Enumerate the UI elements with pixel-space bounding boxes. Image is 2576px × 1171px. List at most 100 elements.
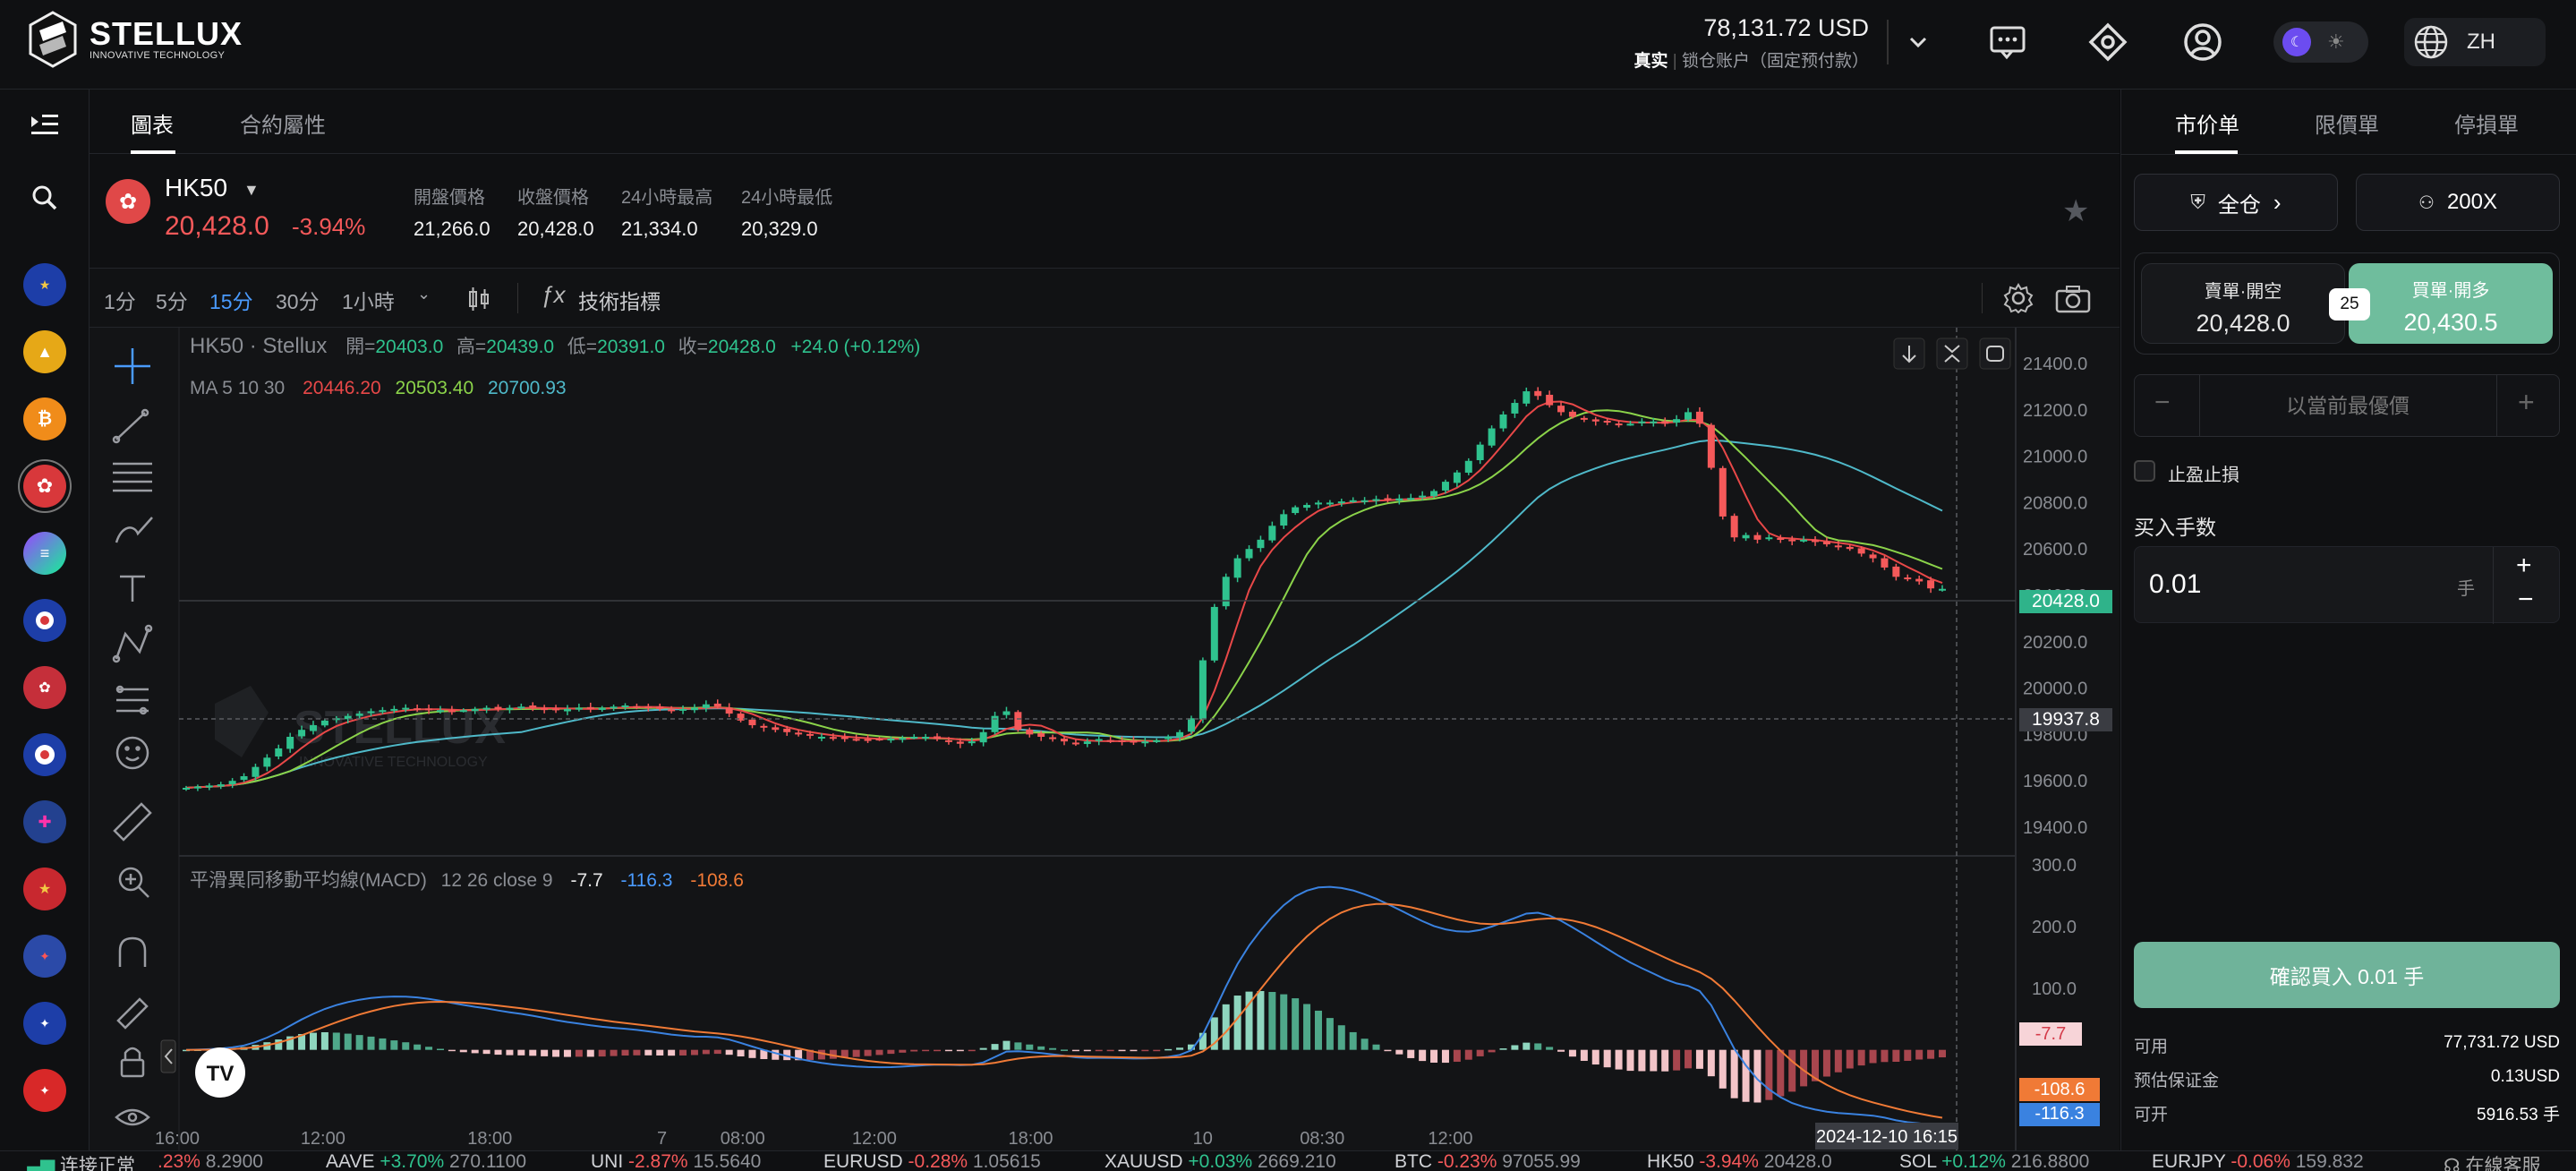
price-minus-button[interactable]: − [2154,388,2171,417]
qty-plus-button[interactable]: + [2516,551,2532,580]
timeframe-5m[interactable]: 5分 [156,290,188,313]
coin-cadjpy[interactable]: ✦ [23,1069,66,1112]
crosshair-tool-icon[interactable] [115,348,150,384]
price-chart[interactable]: STELLUX INNOVATIVE TECHNOLOGY 21400.0 212… [90,328,2120,1151]
ticker-item[interactable]: AAVE +3.70% 270.1100 [326,1151,526,1171]
ticker-item[interactable]: EURUSD -0.28% 1.05615 [823,1151,1041,1171]
tradingview-logo[interactable]: TV [195,1047,245,1098]
ruler-tool-icon[interactable] [113,802,152,842]
theme-toggle[interactable]: ☾ ☀ [2273,21,2368,63]
candle-body [205,785,213,788]
support-icon[interactable] [2086,20,2130,64]
sell-button[interactable]: 賣單·開空 20,428.0 [2141,263,2345,344]
indicators-button[interactable]: 技術指標 [578,290,661,313]
coin-hk50[interactable]: ✿ [23,465,66,508]
chevron-down-icon[interactable] [1896,20,1941,64]
confirm-buy-button[interactable]: 確認買入 0.01 手 [2134,942,2560,1008]
brand-logo[interactable]: STELLUX INNOVATIVE TECHNOLOGY [27,11,243,68]
candle-body [506,707,514,710]
magnet-tool-icon[interactable] [118,936,147,967]
chart-fullscreen-icon[interactable] [1979,338,2011,370]
prediction-tool-icon[interactable] [115,685,149,715]
favorite-star-icon[interactable]: ★ [2062,194,2090,228]
ticker-item[interactable]: HK50 -3.94% 20428.0 [1647,1151,1832,1171]
message-icon[interactable] [1985,20,2030,64]
price-input[interactable] [2206,386,2489,425]
candle-body [795,732,803,735]
qty-input[interactable] [2149,567,2328,603]
trendline-tool-icon[interactable] [112,408,149,444]
coin-btc[interactable]: ₿ [23,397,66,440]
lock-tool-icon[interactable] [120,1047,145,1078]
candle-body [1580,417,1588,420]
tab-stop-order[interactable]: 停損單 [2454,114,2519,138]
time-axis[interactable]: 16:00 12:00 18:00 7 08:00 12:00 18:00 10 08:30 12… [155,1129,1473,1149]
leverage-button[interactable]: ⚇ 200X [2356,174,2560,231]
pattern-tool-icon[interactable] [112,624,153,663]
macd-bar [1049,1047,1057,1050]
ticker-item[interactable]: BTC -0.23% 97055.99 [1395,1151,1581,1171]
coin-audusd[interactable]: ✦ [23,1002,66,1045]
collapse-icon[interactable] [22,102,67,147]
online-support-button[interactable]: ☊ 在線客服 [2444,1151,2541,1171]
coin-gbpusd[interactable]: ✚ [23,800,66,843]
tab-market-order[interactable]: 市价单 [2175,114,2239,138]
emoji-tool-icon[interactable] [115,736,149,770]
timeframe-more-icon[interactable]: ⌄ [417,285,431,303]
coin-usdhkd[interactable]: ✿ [23,666,66,709]
timeframe-1m[interactable]: 1分 [104,290,136,313]
coin-usdjpy[interactable] [23,599,66,642]
user-icon[interactable] [2180,20,2225,64]
search-icon[interactable] [22,175,67,220]
timeframe-15m[interactable]: 15分 [209,290,253,313]
coin-sol[interactable]: ≡ [23,532,66,575]
zoom-tool-icon[interactable] [118,867,149,898]
macd-signal-tag: -108.6 [2034,1080,2086,1099]
symbol-dropdown-icon[interactable]: ▼ [243,181,260,199]
price-plus-button[interactable]: + [2518,386,2535,418]
coin-jpn225[interactable] [23,733,66,776]
ticker-item[interactable]: .23% 8.2900 [158,1151,263,1171]
macd-axis[interactable]: 300.0 200.0 100.0 [2032,856,2077,999]
coin-xauusd[interactable]: ▲ [23,330,66,373]
tab-chart[interactable]: 圖表 [131,114,174,138]
ticker-item[interactable]: XAUUSD +0.03% 2669.210 [1105,1151,1336,1171]
timeframe-30m[interactable]: 30分 [276,290,320,313]
settings-gear-icon[interactable] [2003,283,2034,313]
ticker-item[interactable]: EURJPY -0.06% 159.832 [2152,1151,2364,1171]
macd-bar [1453,1049,1461,1062]
pencil-lock-tool-icon[interactable] [116,997,149,1030]
chart-collapse-icon[interactable] [1936,338,1968,370]
tab-limit-order[interactable]: 限價單 [2315,114,2379,138]
chart-area[interactable]: STELLUX INNOVATIVE TECHNOLOGY 21400.0 212… [90,328,2120,1151]
buy-button[interactable]: 買單·開多 20,430.5 [2349,263,2553,344]
camera-icon[interactable] [2055,285,2091,313]
ticker-item[interactable]: SOL +0.12% 216.8800 [1899,1151,2090,1171]
fib-tool-icon[interactable] [113,462,152,492]
panel-collapse-left-icon[interactable] [160,1039,176,1073]
function-icon[interactable]: ƒx [541,281,566,308]
coin-usdcad[interactable]: ✦ [23,935,66,978]
coin-usdcnh[interactable]: ★ [23,868,66,910]
tab-contract[interactable]: 合約屬性 [240,114,326,138]
symbol-name[interactable]: HK50 [165,174,228,201]
text-tool-icon[interactable] [120,575,145,602]
candle-body [1834,545,1842,548]
candle-body [482,707,490,710]
tp-sl-checkbox[interactable] [2134,460,2155,482]
candle-type-icon[interactable] [467,286,490,312]
ticker-item[interactable]: UNI -2.87% 15.5640 [591,1151,762,1171]
qty-minus-button[interactable]: − [2518,585,2534,614]
account-balance[interactable]: 78,131.72 USD 真实 | 锁仓账户（固定预付款） [1633,14,1869,71]
chart-scroll-down-icon[interactable] [1893,338,1925,370]
macd-line [185,885,1943,1126]
balance-amount: 78,131.72 USD [1703,14,1869,41]
timeframe-1h[interactable]: 1小時 [342,290,395,313]
brush-tool-icon[interactable] [115,517,153,543]
coin-eurusd[interactable]: ★ [23,263,66,306]
eye-tool-icon[interactable] [115,1108,150,1126]
margin-mode-button[interactable]: ⛨ 全仓 › [2134,174,2338,231]
logo-mark [29,11,77,68]
language-selector[interactable]: ZH [2404,18,2546,66]
candle-body [1707,424,1715,468]
